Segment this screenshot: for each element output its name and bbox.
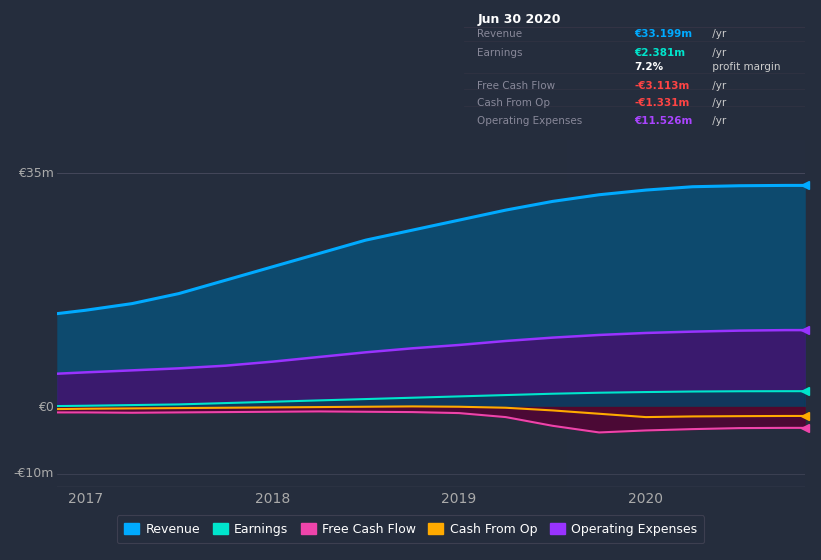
Bar bbox=[567, 140, 805, 487]
Text: Revenue: Revenue bbox=[478, 29, 523, 39]
Text: €11.526m: €11.526m bbox=[635, 116, 693, 126]
Text: /yr: /yr bbox=[709, 29, 727, 39]
Text: Jun 30 2020: Jun 30 2020 bbox=[478, 13, 561, 26]
Text: €2.381m: €2.381m bbox=[635, 48, 686, 58]
Legend: Revenue, Earnings, Free Cash Flow, Cash From Op, Operating Expenses: Revenue, Earnings, Free Cash Flow, Cash … bbox=[117, 515, 704, 543]
Text: Cash From Op: Cash From Op bbox=[478, 98, 551, 108]
Text: Free Cash Flow: Free Cash Flow bbox=[478, 81, 556, 91]
Text: -€3.113m: -€3.113m bbox=[635, 81, 690, 91]
Text: -€1.331m: -€1.331m bbox=[635, 98, 690, 108]
Text: €35m: €35m bbox=[18, 167, 53, 180]
Text: /yr: /yr bbox=[709, 116, 727, 126]
Text: /yr: /yr bbox=[709, 48, 727, 58]
Text: /yr: /yr bbox=[709, 81, 727, 91]
Text: €0: €0 bbox=[38, 400, 53, 414]
Text: 7.2%: 7.2% bbox=[635, 62, 663, 72]
Text: profit margin: profit margin bbox=[709, 62, 781, 72]
Text: €33.199m: €33.199m bbox=[635, 29, 692, 39]
Text: Earnings: Earnings bbox=[478, 48, 523, 58]
Text: Operating Expenses: Operating Expenses bbox=[478, 116, 583, 126]
Text: -€10m: -€10m bbox=[13, 468, 53, 480]
Text: /yr: /yr bbox=[709, 98, 727, 108]
